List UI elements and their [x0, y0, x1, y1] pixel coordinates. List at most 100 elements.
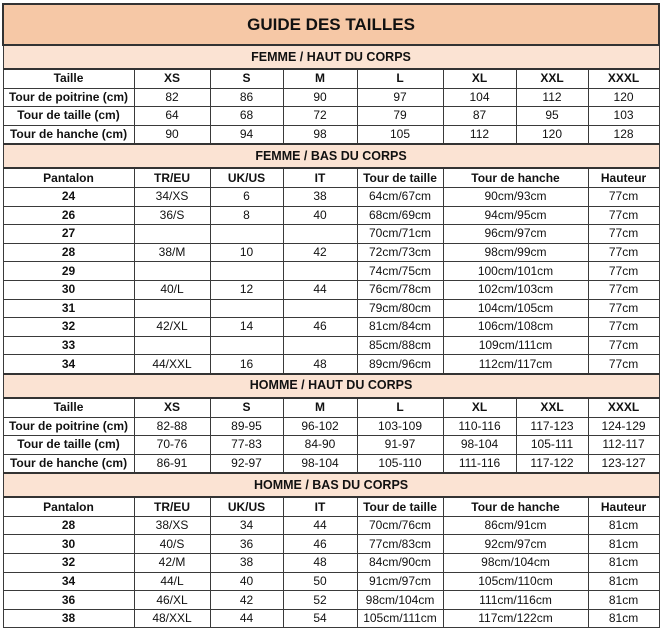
table-cell: 105-110 [356, 453, 444, 474]
column-header: Tour de taille [356, 496, 444, 517]
table-cell: 77cm [587, 298, 660, 319]
table-cell: 24 [2, 186, 135, 207]
table-cell: 81cm [587, 571, 660, 592]
column-header-row: Pantalon TR/EU UK/US IT Tour de taille Tour d… [2, 496, 660, 517]
table-cell: 50 [282, 571, 358, 592]
table-cell: 46 [282, 534, 358, 555]
table-cell: 90 [282, 87, 358, 108]
table-cell: 98cm/104cm [356, 590, 444, 610]
table-cell: 112 [442, 124, 517, 145]
table-cell: 124-129 [587, 416, 660, 437]
table-cell: 92-97 [209, 453, 284, 474]
table-cell: 105-111 [515, 435, 589, 455]
column-header: Pantalon [2, 167, 135, 188]
table-cell: 34 [2, 571, 135, 592]
table-cell: 110-116 [442, 416, 517, 437]
table-cell: 38/XS [133, 515, 211, 536]
column-header: TR/EU [133, 496, 211, 517]
table-cell: 48 [282, 553, 358, 573]
table-cell: 72 [282, 106, 358, 126]
table-cell: 81cm [587, 553, 660, 573]
table-cell: Tour de hanche (cm) [2, 453, 135, 474]
table-cell: 68 [209, 106, 284, 126]
column-header: XS [133, 68, 211, 89]
table-cell: 52 [282, 590, 358, 610]
column-header: S [209, 68, 284, 89]
table-row: 28 38/XS 34 44 70cm/76cm 86cm/91cm 81cm [2, 515, 660, 536]
table-cell: 77cm [587, 224, 660, 244]
column-header: XL [442, 397, 517, 418]
table-cell: 104cm/105cm [442, 298, 589, 319]
table-cell: 77cm [587, 261, 660, 281]
table-cell: 36/S [133, 205, 211, 226]
table-cell: 32 [2, 553, 135, 573]
table-cell: 77cm/83cm [356, 534, 444, 555]
table-cell: 111cm/116cm [442, 590, 589, 610]
table-cell: 26 [2, 205, 135, 226]
table-row: 27 70cm/71cm 96cm/97cm 77cm [2, 224, 660, 244]
table-cell: 97 [356, 87, 444, 108]
table-cell: 120 [587, 87, 660, 108]
table-cell: 102cm/103cm [442, 279, 589, 300]
table-cell: 117-122 [515, 453, 589, 474]
table-cell: 32 [2, 317, 135, 337]
table-cell: 98-104 [282, 453, 358, 474]
table-cell [209, 298, 284, 319]
table-row: 34 44/L 40 50 91cm/97cm 105cm/110cm 81cm [2, 571, 660, 592]
page-title: GUIDE DES TAILLES [1, 3, 661, 46]
table-cell: Tour de poitrine (cm) [2, 87, 135, 108]
table-cell: 68cm/69cm [356, 205, 444, 226]
column-header: Tour de hanche [442, 496, 589, 517]
table-cell: 70cm/76cm [356, 515, 444, 536]
table-cell: 48/XXL [133, 608, 211, 628]
table-cell: 72cm/73cm [356, 242, 444, 263]
table-cell: 34/XS [133, 186, 211, 207]
table-cell: 81cm/84cm [356, 317, 444, 337]
column-header: Taille [2, 68, 135, 89]
table-row: Tour de poitrine (cm) 82 86 90 97 104 112 120 [2, 87, 660, 108]
table-cell [133, 224, 211, 244]
table-row: 33 85cm/88cm 109cm/111cm 77cm [2, 335, 660, 356]
table-cell [209, 224, 284, 244]
table-row: 36 46/XL 42 52 98cm/104cm 111cm/116cm 81cm [2, 590, 660, 610]
table-cell: 6 [209, 186, 284, 207]
table-cell: 87 [442, 106, 517, 126]
table-row: 32 42/XL 14 46 81cm/84cm 106cm/108cm 77cm [2, 317, 660, 337]
table-cell: 81cm [587, 534, 660, 555]
table-cell: 12 [209, 279, 284, 300]
table-row: 24 34/XS 6 38 64cm/67cm 90cm/93cm 77cm [2, 186, 660, 207]
table-cell: 82 [133, 87, 211, 108]
section-heading: HOMME / HAUT DU CORPS [2, 372, 660, 399]
column-header: XXL [515, 397, 589, 418]
column-header-row: Taille XS S M L XL XXL XXXL [2, 397, 660, 418]
table-cell: 82-88 [133, 416, 211, 437]
table-cell: 77cm [587, 205, 660, 226]
column-header: XXL [515, 68, 589, 89]
table-row: 34 44/XXL 16 48 89cm/96cm 112cm/117cm 77cm [2, 354, 660, 375]
table-cell: 77cm [587, 354, 660, 375]
table-cell: 70cm/71cm [356, 224, 444, 244]
table-row: Tour de hanche (cm) 90 94 98 105 112 120 128 [2, 124, 660, 145]
table-cell: 28 [2, 242, 135, 263]
table-row: 38 48/XXL 44 54 105cm/111cm 117cm/122cm 81cm [2, 608, 660, 628]
table-cell: 89-95 [209, 416, 284, 437]
column-header-row: Taille XS S M L XL XXL XXXL [2, 68, 660, 89]
table-cell [282, 261, 358, 281]
table-row: 28 38/M 10 42 72cm/73cm 98cm/99cm 77cm [2, 242, 660, 263]
table-cell: 36 [2, 590, 135, 610]
table-cell: 94 [209, 124, 284, 145]
column-header: Taille [2, 397, 135, 418]
table-cell: 84cm/90cm [356, 553, 444, 573]
column-header: M [282, 68, 358, 89]
table-cell: 86 [209, 87, 284, 108]
table-cell: 44 [209, 608, 284, 628]
table-row: 26 36/S 8 40 68cm/69cm 94cm/95cm 77cm [2, 205, 660, 226]
table-cell: 30 [2, 279, 135, 300]
table-cell: 44/XXL [133, 354, 211, 375]
table-cell: 105cm/110cm [442, 571, 589, 592]
column-header: TR/EU [133, 167, 211, 188]
column-header: Hauteur [587, 167, 660, 188]
table-cell [282, 298, 358, 319]
table-row: Tour de taille (cm) 70-76 77-83 84-90 91-97 9… [2, 435, 660, 455]
table-cell: 123-127 [587, 453, 660, 474]
